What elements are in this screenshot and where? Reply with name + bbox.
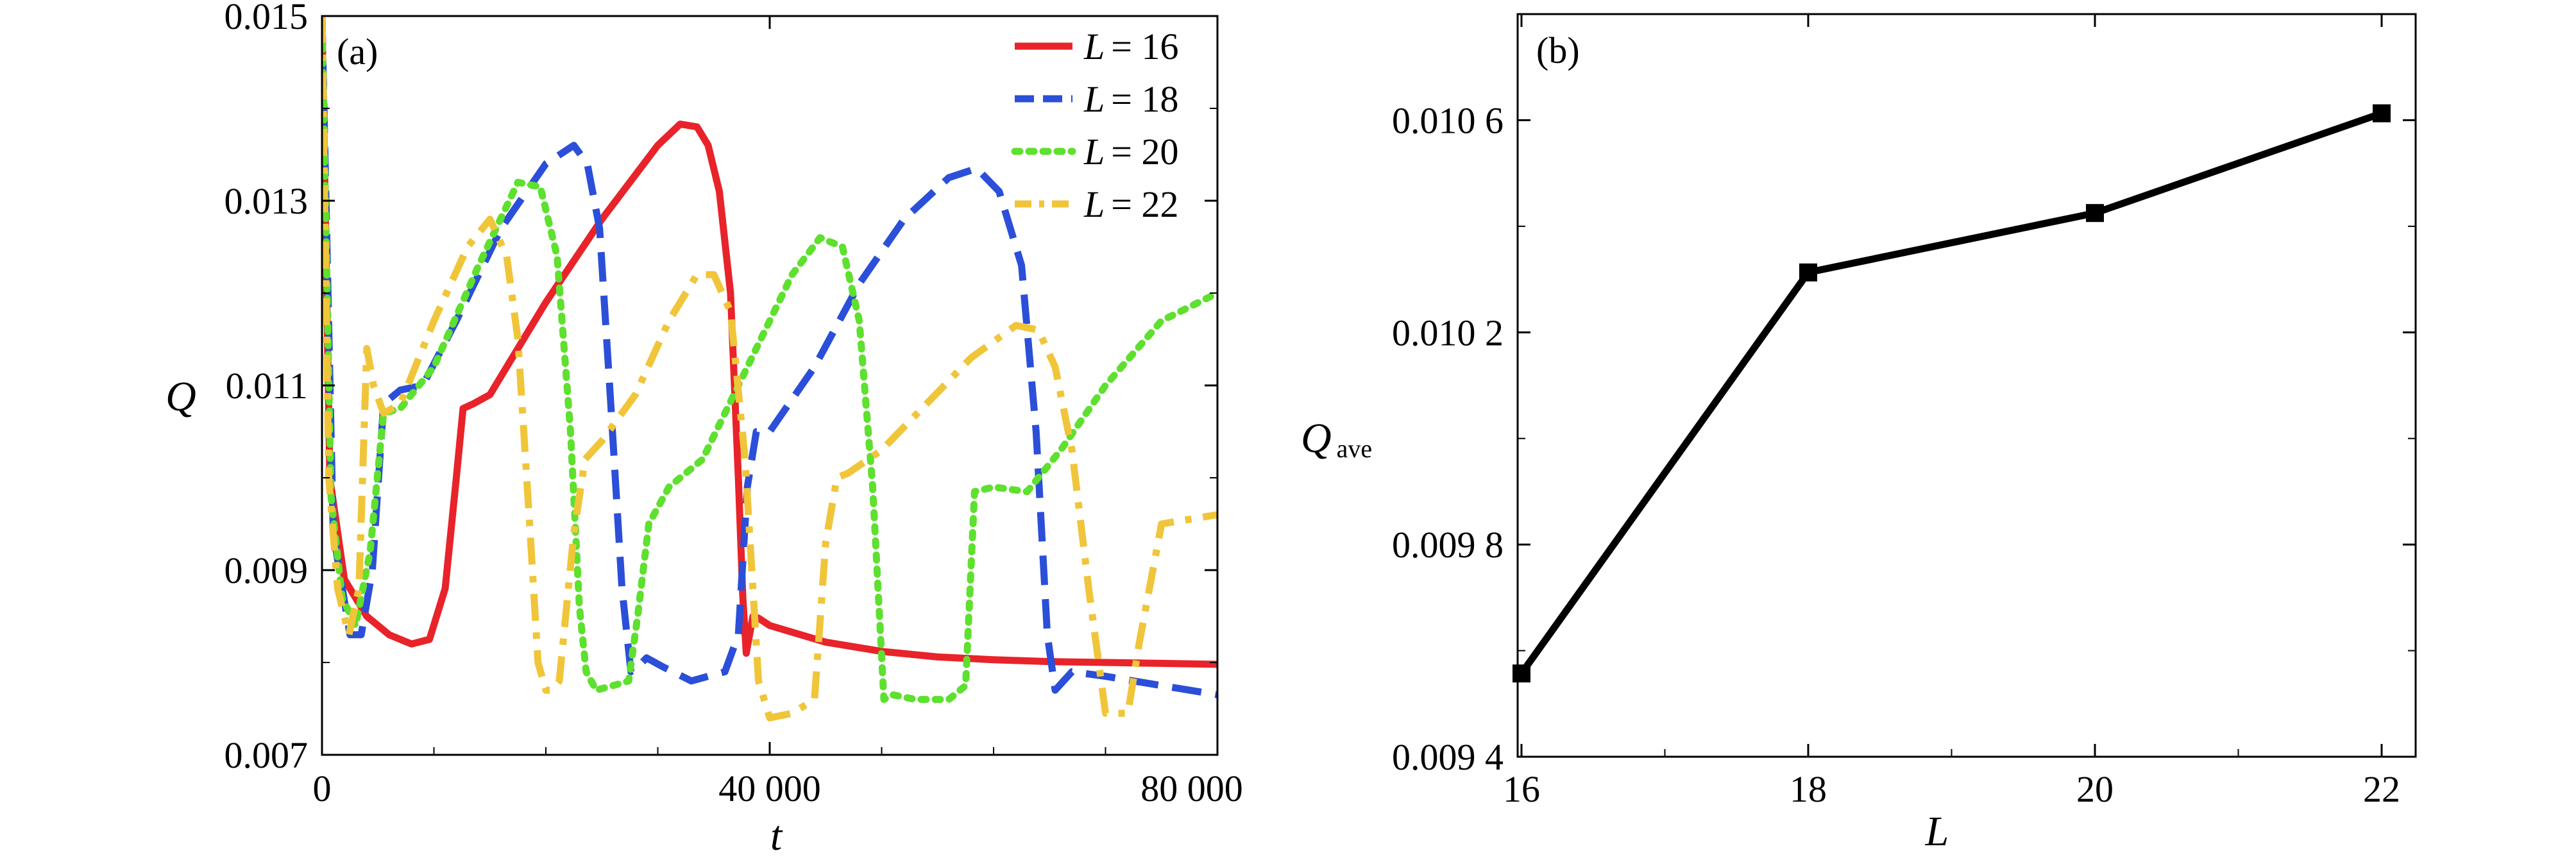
y-tick-label: 0.013 bbox=[225, 180, 309, 222]
y-tick-label: 0.010 6 bbox=[1392, 99, 1504, 141]
x-tick-label: 22 bbox=[2363, 768, 2400, 810]
x-tick-label: 0 bbox=[313, 768, 332, 809]
series-line-L16 bbox=[322, 16, 1217, 668]
legend-label-L18: L = 18 bbox=[1083, 78, 1178, 120]
legend-label-L22: L = 22 bbox=[1083, 183, 1178, 225]
data-point-marker bbox=[1799, 263, 1817, 282]
panel-a-ticks: 0 40 000 80 000 0.007 0.009 0.011 0.013 0.015 bbox=[225, 0, 1243, 809]
x-tick-label: 16 bbox=[1503, 768, 1540, 810]
panel-a-frame bbox=[321, 15, 1219, 756]
y-tick-label: 0.009 8 bbox=[1392, 524, 1504, 566]
y-tick-label: 0.007 bbox=[225, 734, 309, 776]
series-line-L22 bbox=[322, 16, 1217, 721]
panel-b-ticks: 16 18 20 22 0.009 4 0.009 8 0.010 2 0.010 6 bbox=[1392, 14, 2416, 810]
data-point-marker bbox=[2373, 104, 2391, 122]
panel-b-series-group bbox=[1518, 110, 2383, 676]
x-tick-label: 18 bbox=[1790, 768, 1827, 810]
y-tick-label: 0.009 4 bbox=[1392, 736, 1504, 778]
panel-b-frame bbox=[1516, 13, 2417, 758]
panel-b-x-axis-title: L bbox=[1925, 808, 1949, 855]
legend-label-L20: L = 20 bbox=[1083, 131, 1178, 173]
y-tick-label: 0.011 bbox=[226, 365, 308, 407]
panel-a-label: (a) bbox=[337, 31, 378, 72]
x-tick-label: 20 bbox=[2076, 768, 2114, 810]
x-tick-label: 80 000 bbox=[1140, 768, 1243, 809]
panel-b-y-axis-title-subscript: ave bbox=[1337, 434, 1373, 463]
y-tick-label: 0.015 bbox=[225, 0, 309, 37]
series-line-qave bbox=[1518, 110, 2383, 676]
chart-panel-a: 0 40 000 80 000 0.007 0.009 0.011 0.013 0.015 (… bbox=[165, 0, 1243, 859]
data-point-marker bbox=[1513, 664, 1530, 683]
x-tick-label: 40 000 bbox=[718, 768, 821, 809]
y-tick-label: 0.009 bbox=[225, 550, 309, 591]
series-line-L20 bbox=[322, 16, 1217, 704]
chart-panel-b: 16 18 20 22 0.009 4 0.009 8 0.010 2 0.010 6 (b)… bbox=[1301, 13, 2417, 855]
panel-a-y-axis-title: Q bbox=[165, 373, 196, 420]
panel-a-series-group bbox=[322, 16, 1217, 721]
legend-label-L16: L = 16 bbox=[1083, 26, 1178, 67]
series-line-L18 bbox=[322, 16, 1217, 698]
y-tick-label: 0.010 2 bbox=[1392, 312, 1504, 353]
panel-b-markers bbox=[1513, 104, 2391, 683]
panel-b-label: (b) bbox=[1536, 30, 1580, 71]
data-point-marker bbox=[2086, 204, 2104, 223]
panel-a-x-axis-title: t bbox=[770, 813, 783, 857]
panel-b-y-axis-title-main: Q bbox=[1301, 415, 1332, 462]
panel-a-legend: L = 16 L = 18 L = 20 L = 22 bbox=[1011, 26, 1178, 225]
